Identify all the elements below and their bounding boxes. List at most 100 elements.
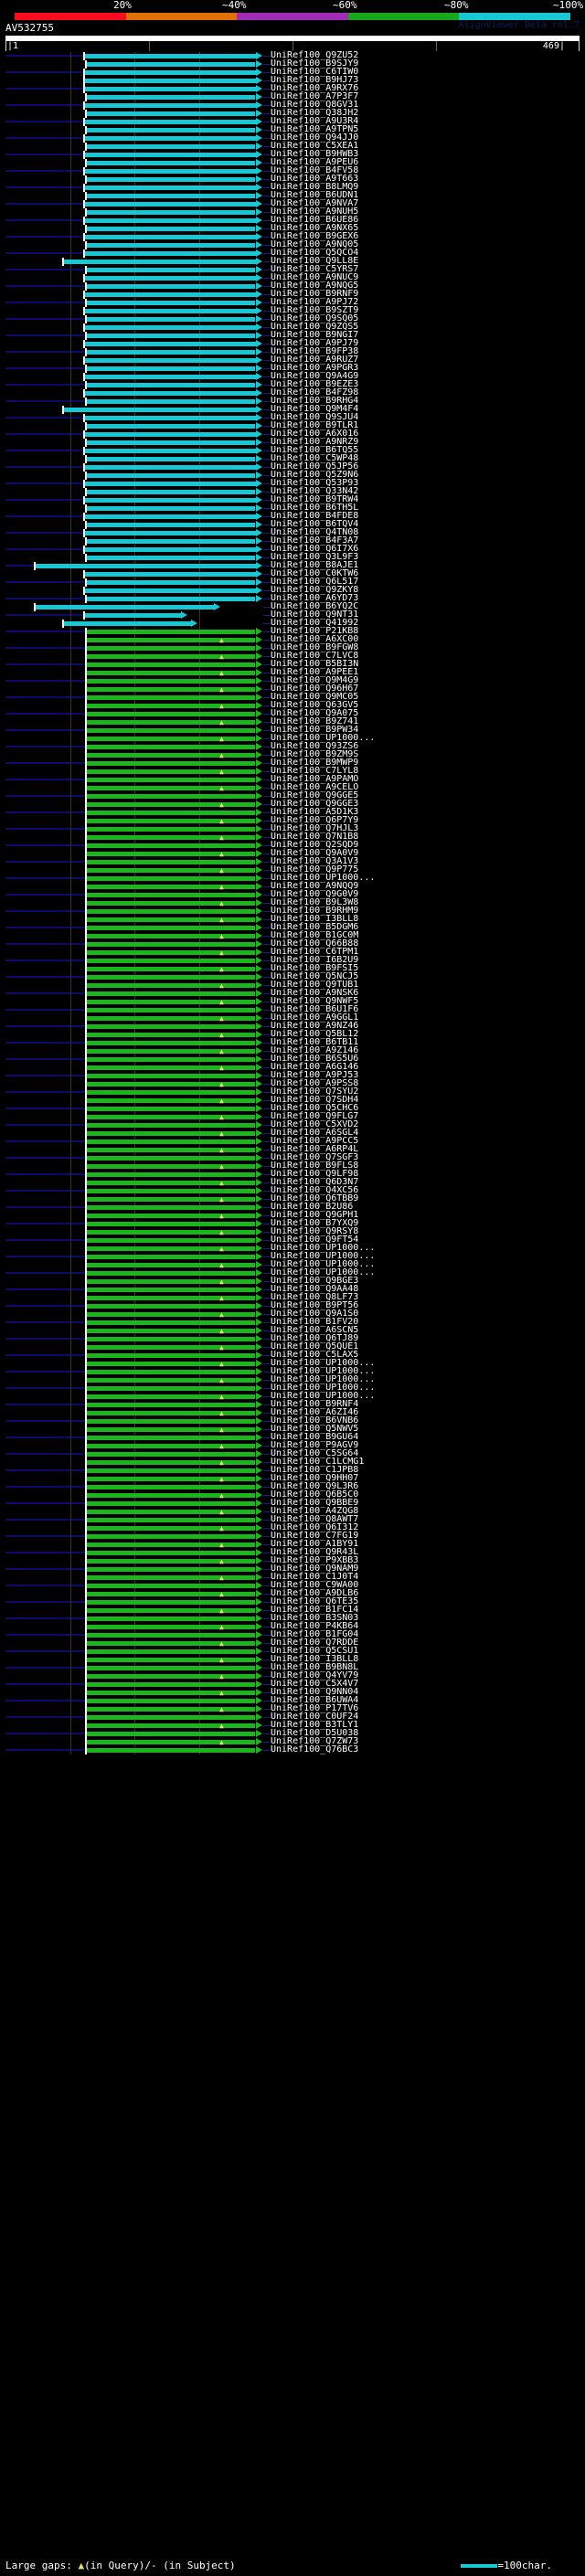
hsp-bar[interactable] [85,1592,255,1596]
hit-label[interactable]: UniRef100_UP1000... [271,1259,376,1269]
hit-label[interactable]: UniRef100_Q5BL12 [271,1029,359,1039]
hsp-bar[interactable] [85,1641,255,1646]
hit-label[interactable]: UniRef100_C7LYL8 [271,766,359,776]
hit-label[interactable]: UniRef100_UP1000... [271,1374,376,1384]
hit-label[interactable]: UniRef100_Q9NWF5 [271,996,359,1006]
hit-label[interactable]: UniRef100_Q3L9F3 [271,552,359,562]
table-row[interactable]: UniRef100_B6UDN1 [0,191,585,200]
hsp-bar[interactable] [85,778,255,782]
hit-label[interactable]: UniRef100_B9FGW8 [271,642,359,652]
hit-label[interactable]: UniRef100_B6VNB6 [271,1415,359,1426]
hit-label[interactable]: UniRef100_C6TPM1 [271,947,359,957]
table-row[interactable]: UniRef100_B9MWP9 [0,758,585,768]
hsp-bar[interactable] [85,1090,255,1095]
table-row[interactable]: UniRef100_Q9GGE5 [0,791,585,800]
table-row[interactable]: UniRef100_A9NQ05 [0,239,585,249]
hit-label[interactable]: UniRef100_Q6L517 [271,577,359,587]
table-row[interactable]: UniRef100_A9NVA7 [0,198,585,208]
hit-label[interactable]: UniRef100_Q53P93 [271,478,359,488]
hit-label[interactable]: UniRef100_B9SJY9 [271,58,359,69]
table-row[interactable]: ▲ UniRef100_B9FLS8 [0,1161,585,1171]
hit-label[interactable]: UniRef100_Q5Z9N6 [271,470,359,480]
hit-label[interactable]: UniRef100_A6RP4L [271,1144,359,1154]
hit-label[interactable]: UniRef100_B4FZ98 [271,387,359,398]
table-row[interactable]: ▲ UniRef100_C1J0T4 [0,1573,585,1582]
table-row[interactable]: UniRef100_B9FGW8 [0,642,585,652]
hit-label[interactable]: UniRef100_A9NVA7 [271,198,359,208]
hsp-bar[interactable] [85,967,255,971]
table-row[interactable]: UniRef100_B6TH5L [0,504,585,513]
hit-label[interactable]: UniRef100_Q9A075 [271,708,359,718]
table-row[interactable]: ▲ UniRef100_UP1000... [0,1359,585,1368]
hit-label[interactable]: UniRef100_Q4YV79 [271,1670,359,1680]
hsp-bar[interactable] [83,416,256,420]
hsp-bar[interactable] [85,1230,255,1235]
table-row[interactable]: ▲ UniRef100_Q9A0V9 [0,849,585,858]
table-row[interactable]: ▲ UniRef100_Q63GV5 [0,701,585,710]
table-row[interactable]: UniRef100_Q9LL8E [0,257,585,266]
table-row[interactable]: ▲ UniRef100_Q7RDDE [0,1638,585,1648]
hsp-bar[interactable] [85,1164,255,1169]
hit-label[interactable]: UniRef100_Q9M4F4 [271,404,359,414]
hsp-bar[interactable] [85,1403,255,1407]
table-row[interactable]: ▲ UniRef100_P17TV6 [0,1704,585,1713]
hsp-bar[interactable] [85,917,255,922]
table-row[interactable]: UniRef100_B6TQ55 [0,446,585,455]
hit-label[interactable]: UniRef100_Q6B5C0 [271,1489,359,1500]
hsp-bar[interactable] [85,1567,255,1572]
hsp-bar[interactable] [85,1559,255,1564]
table-row[interactable]: UniRef100_Q5CHC6 [0,1104,585,1113]
table-row[interactable]: ▲ UniRef100_Q6B5C0 [0,1489,585,1500]
table-row[interactable]: UniRef100_B9PW34 [0,726,585,735]
hsp-bar[interactable] [85,1575,255,1580]
hit-label[interactable]: UniRef100_UP1000... [271,1391,376,1401]
table-row[interactable]: UniRef100_B8AJE1 [0,561,585,570]
hit-label[interactable]: UniRef100_B5DGM6 [271,922,359,932]
hsp-bar[interactable] [85,1436,255,1440]
hsp-bar[interactable] [85,1394,255,1399]
hsp-bar[interactable] [83,432,256,437]
hsp-bar[interactable] [85,1107,255,1111]
table-row[interactable]: ▲ UniRef100_Q9HH07 [0,1474,585,1483]
table-row[interactable]: UniRef100_Q9ZU52 [0,51,585,60]
hsp-bar[interactable] [85,1378,255,1383]
hsp-bar[interactable] [83,465,256,470]
hsp-bar[interactable] [85,835,255,840]
table-row[interactable]: UniRef100_A9PGR3 [0,364,585,373]
hit-label[interactable]: UniRef100_UP1000... [271,1267,376,1277]
hsp-bar[interactable] [83,449,256,453]
hit-label[interactable]: UniRef100_A9NQ05 [271,239,359,249]
table-row[interactable]: UniRef100_Q9ZKY8 [0,586,585,595]
table-row[interactable]: UniRef100_B9EZE3 [0,380,585,389]
table-row[interactable]: ▲ UniRef100_A1BY91 [0,1540,585,1549]
table-row[interactable]: UniRef100_B9TRW4 [0,495,585,504]
hit-label[interactable]: UniRef100_B4F3A7 [271,535,359,546]
hit-label[interactable]: UniRef100_A6SCN5 [271,1325,359,1335]
table-row[interactable]: UniRef100_Q9M4G9 [0,676,585,685]
hit-label[interactable]: UniRef100_I3BLL8 [271,914,359,924]
hit-label[interactable]: UniRef100_A9NUH5 [271,207,359,217]
table-row[interactable]: UniRef100_UP1000... [0,874,585,883]
hsp-bar[interactable] [85,868,255,873]
table-row[interactable]: UniRef100_C0KTW6 [0,569,585,578]
hit-label[interactable]: UniRef100_Q8AWT7 [271,1514,359,1524]
table-row[interactable]: ▲ UniRef100_A9DLB6 [0,1589,585,1598]
hit-label[interactable]: UniRef100_Q9NT31 [271,610,359,620]
table-row[interactable]: UniRef100_B9NGI7 [0,331,585,340]
hsp-bar[interactable] [85,1460,255,1465]
hsp-bar[interactable] [83,169,256,174]
table-row[interactable]: UniRef100_C7FG19 [0,1532,585,1541]
hit-label[interactable]: UniRef100_Q9L3R6 [271,1481,359,1491]
hsp-bar[interactable] [85,1715,255,1720]
hit-label[interactable]: UniRef100_Q66B88 [271,938,359,949]
table-row[interactable]: UniRef100_B9TLR1 [0,421,585,430]
hsp-bar[interactable] [85,926,255,930]
hsp-bar[interactable] [85,901,255,906]
table-row[interactable]: ▲ UniRef100_A9Z146 [0,1046,585,1055]
table-row[interactable]: UniRef100_B9RHG4 [0,397,585,406]
hsp-bar[interactable] [85,1501,255,1506]
table-row[interactable]: UniRef100_A9NRZ9 [0,438,585,447]
hsp-bar[interactable] [85,1551,255,1555]
hsp-bar[interactable] [85,786,255,790]
hsp-bar[interactable] [85,893,255,897]
